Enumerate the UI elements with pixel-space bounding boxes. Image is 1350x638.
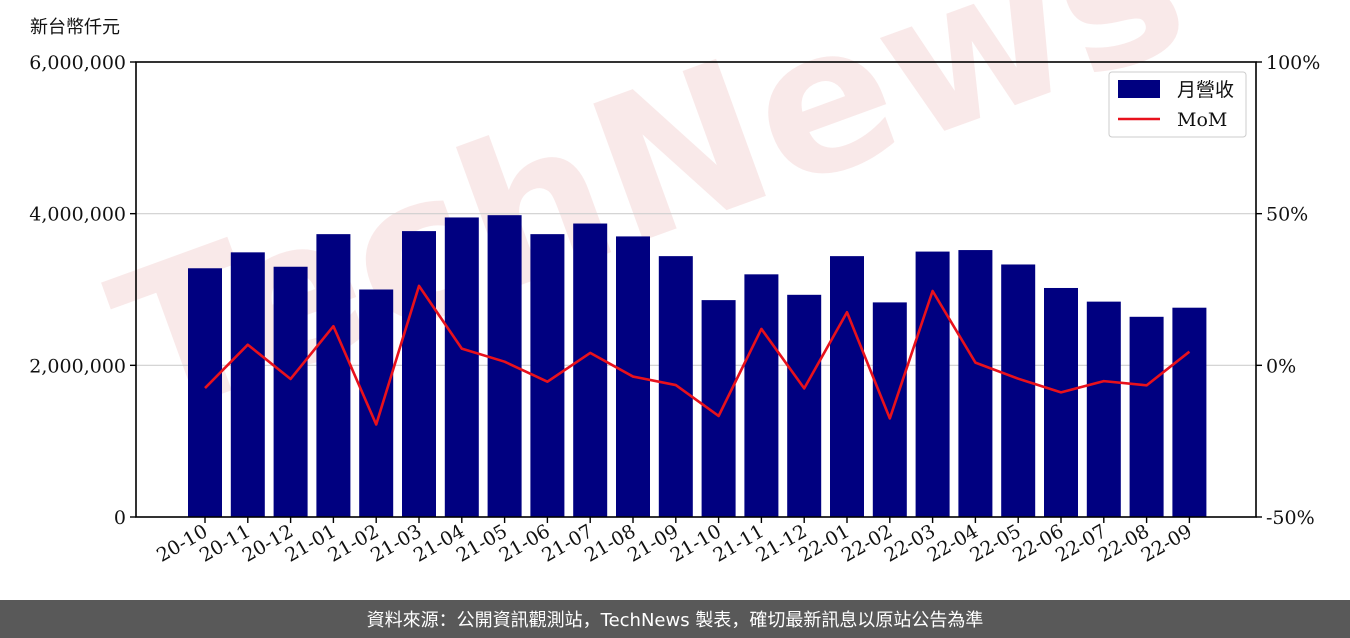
bar [787, 294, 822, 517]
bar [402, 231, 436, 517]
right-tick-label: 50% [1266, 204, 1308, 226]
left-tick-label: 2,000,000 [29, 355, 126, 377]
x-axis: 20-1020-1120-1221-0121-0221-0321-0421-05… [153, 517, 1196, 567]
bar [872, 302, 907, 517]
legend-label-mom: MoM [1177, 109, 1227, 131]
bar [744, 274, 779, 517]
x-tick-label: 22-09 [1137, 520, 1195, 566]
right-tick-label: 100% [1266, 52, 1320, 74]
mom-series [204, 284, 1191, 426]
footer-text: 資料來源：公開資訊觀測站，TechNews 製表，確切最新訊息以原站公告為準 [366, 610, 984, 631]
mom-line [204, 284, 1191, 426]
bar [316, 234, 351, 517]
right-tick-label: 0% [1266, 355, 1296, 377]
right-tick-label: -50% [1266, 507, 1315, 529]
plot-frame [135, 61, 1257, 518]
right-axis: -50% 0% 50% 100% [1256, 52, 1320, 529]
bar [1172, 307, 1207, 517]
legend-bar-swatch [1118, 80, 1160, 98]
bar [830, 256, 864, 517]
bar [273, 266, 308, 517]
y-unit-label: 新台幣仟元 [30, 17, 120, 38]
footer-banner: 資料來源：公開資訊觀測站，TechNews 製表，確切最新訊息以原站公告為準 [0, 600, 1350, 638]
legend: 月營收 MoM [1108, 71, 1247, 138]
bar-series [188, 215, 1207, 518]
left-axis: 0 2,000,000 4,000,000 6,000,000 [29, 52, 136, 529]
bar [359, 289, 394, 517]
legend-label-revenue: 月營收 [1177, 79, 1234, 101]
bar [1129, 316, 1164, 517]
bar [230, 252, 265, 517]
bar [1086, 301, 1121, 517]
left-tick-label: 6,000,000 [29, 52, 126, 74]
bar [958, 250, 993, 518]
bar [1001, 264, 1036, 517]
bar [573, 223, 608, 517]
left-tick-label: 4,000,000 [29, 204, 126, 226]
bar [444, 217, 479, 518]
bar [915, 251, 950, 518]
bar [188, 268, 222, 517]
bar [1044, 287, 1078, 517]
left-tick-label: 0 [114, 507, 126, 529]
